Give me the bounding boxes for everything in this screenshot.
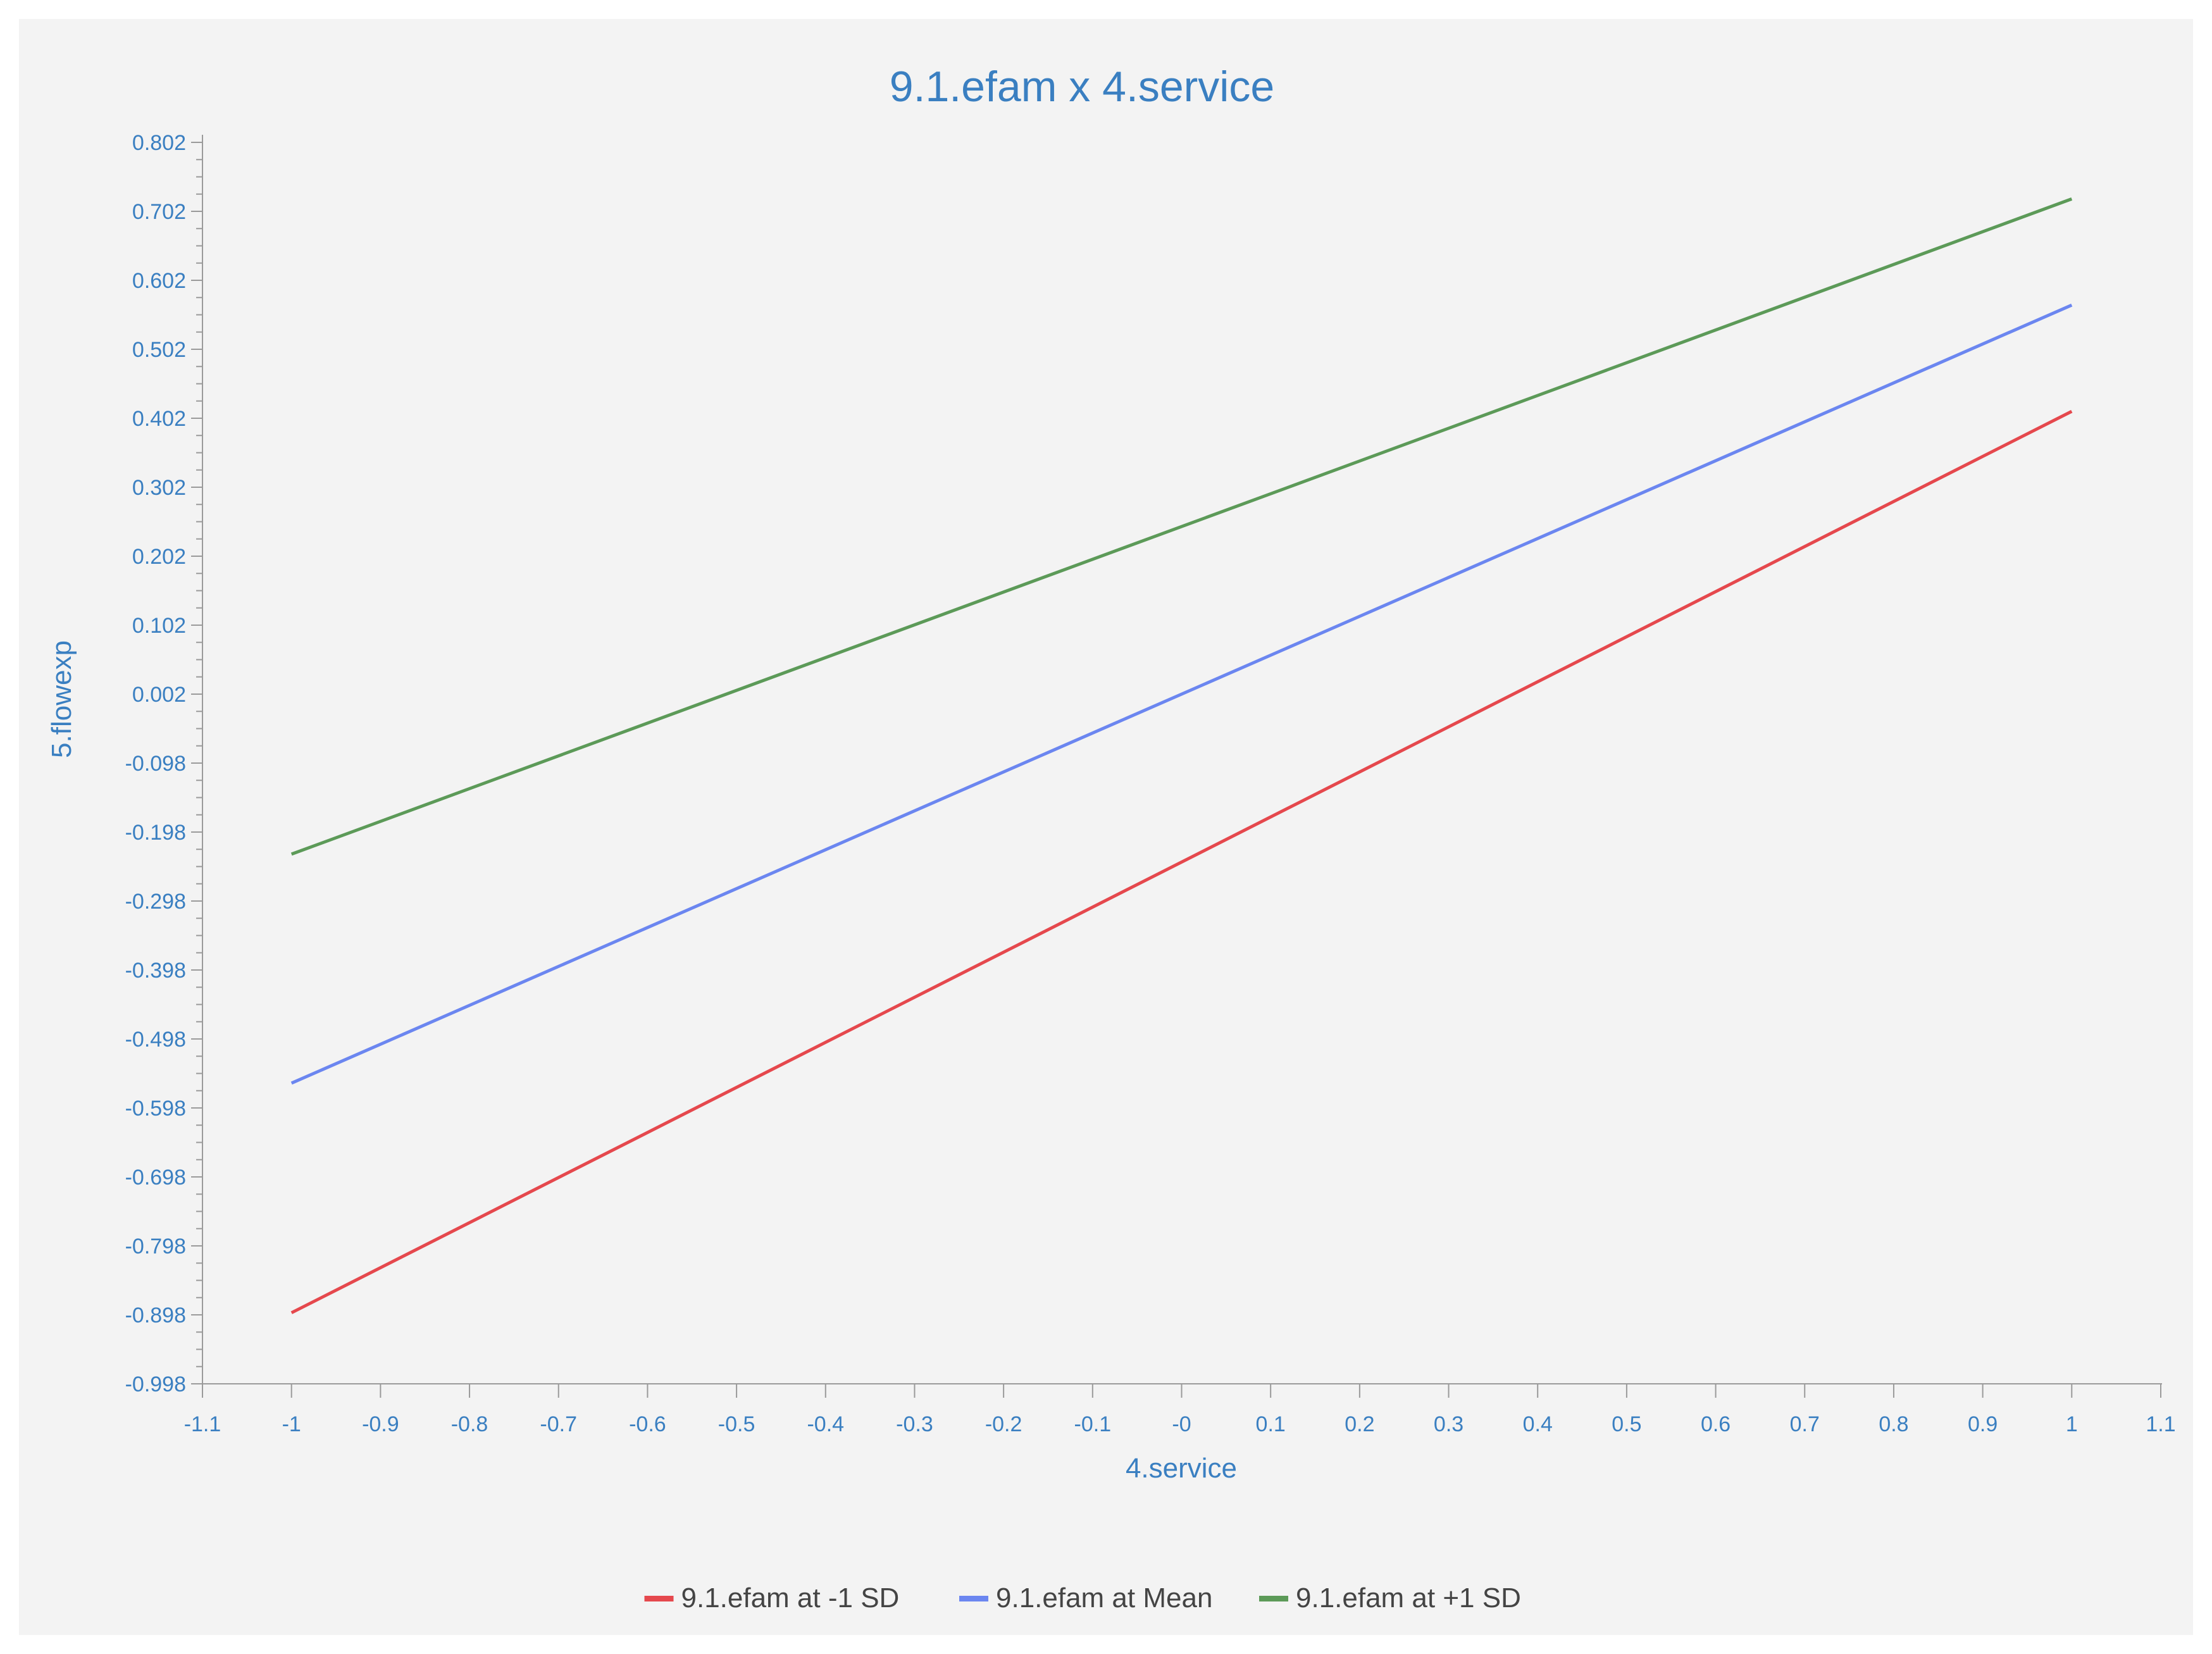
- y-tick-label: -0.598: [125, 1097, 186, 1121]
- x-tick-label: 0.2: [1345, 1412, 1374, 1436]
- x-tick-label: 0.5: [1612, 1412, 1641, 1436]
- y-tick-label: -0.298: [125, 890, 186, 914]
- y-tick-label: 0.502: [132, 338, 186, 362]
- x-tick-label: 0.6: [1701, 1412, 1730, 1436]
- y-tick-label: -0.998: [125, 1372, 186, 1396]
- x-tick-label: 0.8: [1879, 1412, 1908, 1436]
- x-axis-title: 4.service: [1126, 1453, 1237, 1484]
- x-tick-label: -1: [282, 1412, 301, 1436]
- x-tick-label: -0.4: [807, 1412, 844, 1436]
- y-tick-label: -0.498: [125, 1028, 186, 1052]
- series-line-1: [290, 409, 2073, 1314]
- y-tick-label: 0.002: [132, 683, 186, 707]
- x-tick-label: 0.7: [1790, 1412, 1820, 1436]
- legend-label-3: 9.1.efam at +1 SD: [1296, 1582, 1521, 1614]
- legend-label-2: 9.1.efam at Mean: [996, 1582, 1212, 1614]
- y-tick-label: -0.098: [125, 752, 186, 776]
- series-layer: [290, 197, 2073, 1314]
- y-tick-label: 0.402: [132, 407, 186, 431]
- y-tick-label: 0.102: [132, 614, 186, 638]
- y-tick-label: 0.702: [132, 200, 186, 224]
- legend-swatch-1: [644, 1596, 674, 1601]
- legend-swatch-3: [1259, 1596, 1288, 1601]
- y-tick-label: -0.398: [125, 959, 186, 983]
- y-axis-title: 5.flowexp: [46, 640, 77, 758]
- x-tick-label: 0.4: [1523, 1412, 1553, 1436]
- legend-label-1: 9.1.efam at -1 SD: [681, 1582, 900, 1614]
- series-line-2: [290, 303, 2073, 1085]
- y-tick-label: 0.302: [132, 476, 186, 500]
- y-tick-label: -0.698: [125, 1166, 186, 1190]
- x-axis: -1.1 -1 -0.9 -0.8 -0.7 -0.6 -0.5 -0.4 -0.3 -0.2 -0…: [184, 1383, 2176, 1436]
- x-tick-label: -0.7: [540, 1412, 577, 1436]
- legend: 9.1.efam at -1 SD 9.1.efam at Mean 9.1.efa…: [644, 1582, 1521, 1614]
- legend-swatch-2: [959, 1596, 988, 1601]
- series-line-3: [290, 197, 2073, 856]
- x-tick-label: -0: [1172, 1412, 1191, 1436]
- x-tick-label: 1.1: [2146, 1412, 2175, 1436]
- chart-title: 9.1.efam x 4.service: [890, 63, 1274, 111]
- y-tick-label: -0.898: [125, 1303, 186, 1328]
- x-tick-label: 0.1: [1256, 1412, 1286, 1436]
- chart-svg: 9.1.efam x 4.service 0.8020.7020.6020.50…: [46, 63, 2176, 1614]
- y-axis: 0.802 0.702 0.602 0.502 0.402 0.302 0.202 0.102…: [125, 131, 203, 1396]
- y-tick-label: -0.198: [125, 821, 186, 845]
- x-tick-label: -0.1: [1074, 1412, 1112, 1436]
- x-tick-label: 1: [2066, 1412, 2078, 1436]
- x-tick-label: 0.3: [1434, 1412, 1463, 1436]
- chart-panel: 9.1.efam x 4.service 0.802 0.702 0.602 0.50…: [19, 19, 2193, 1635]
- x-tick-label: -0.5: [718, 1412, 755, 1436]
- y-tick-label: 0.202: [132, 545, 186, 569]
- x-tick-label: -0.9: [362, 1412, 399, 1436]
- y-tick-label: 0.802: [132, 131, 186, 155]
- y-tick-label: 0.602: [132, 269, 186, 293]
- x-tick-label: -1.1: [184, 1412, 221, 1436]
- x-tick-label: -0.3: [896, 1412, 933, 1436]
- x-tick-label: -0.8: [451, 1412, 488, 1436]
- x-tick-label: 0.9: [1968, 1412, 1998, 1436]
- y-tick-label: -0.798: [125, 1234, 186, 1259]
- x-tick-label: -0.2: [985, 1412, 1022, 1436]
- x-tick-label: -0.6: [629, 1412, 666, 1436]
